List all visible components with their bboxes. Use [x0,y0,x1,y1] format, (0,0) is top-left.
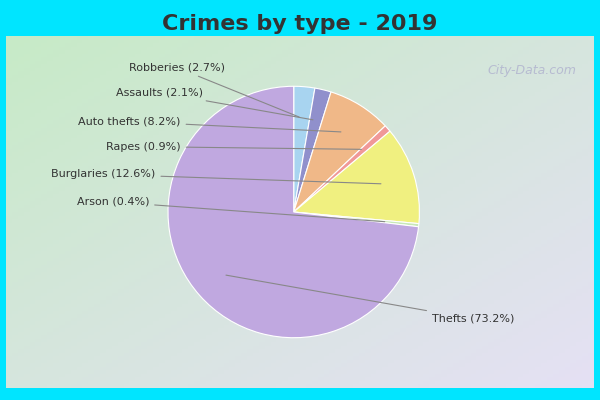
Wedge shape [294,86,315,212]
Text: Robberies (2.7%): Robberies (2.7%) [128,62,299,117]
Text: City-Data.com: City-Data.com [487,64,577,77]
Wedge shape [294,131,419,224]
Text: Auto thefts (8.2%): Auto thefts (8.2%) [78,116,341,132]
Wedge shape [294,212,419,227]
Text: Assaults (2.1%): Assaults (2.1%) [116,88,313,120]
Text: Crimes by type - 2019: Crimes by type - 2019 [163,14,437,34]
Text: Burglaries (12.6%): Burglaries (12.6%) [51,169,381,184]
Text: Rapes (0.9%): Rapes (0.9%) [106,142,361,152]
Wedge shape [294,92,385,212]
Text: Arson (0.4%): Arson (0.4%) [77,197,385,222]
Wedge shape [294,88,331,212]
Wedge shape [168,86,419,338]
Wedge shape [294,126,390,212]
Text: Thefts (73.2%): Thefts (73.2%) [226,275,514,324]
